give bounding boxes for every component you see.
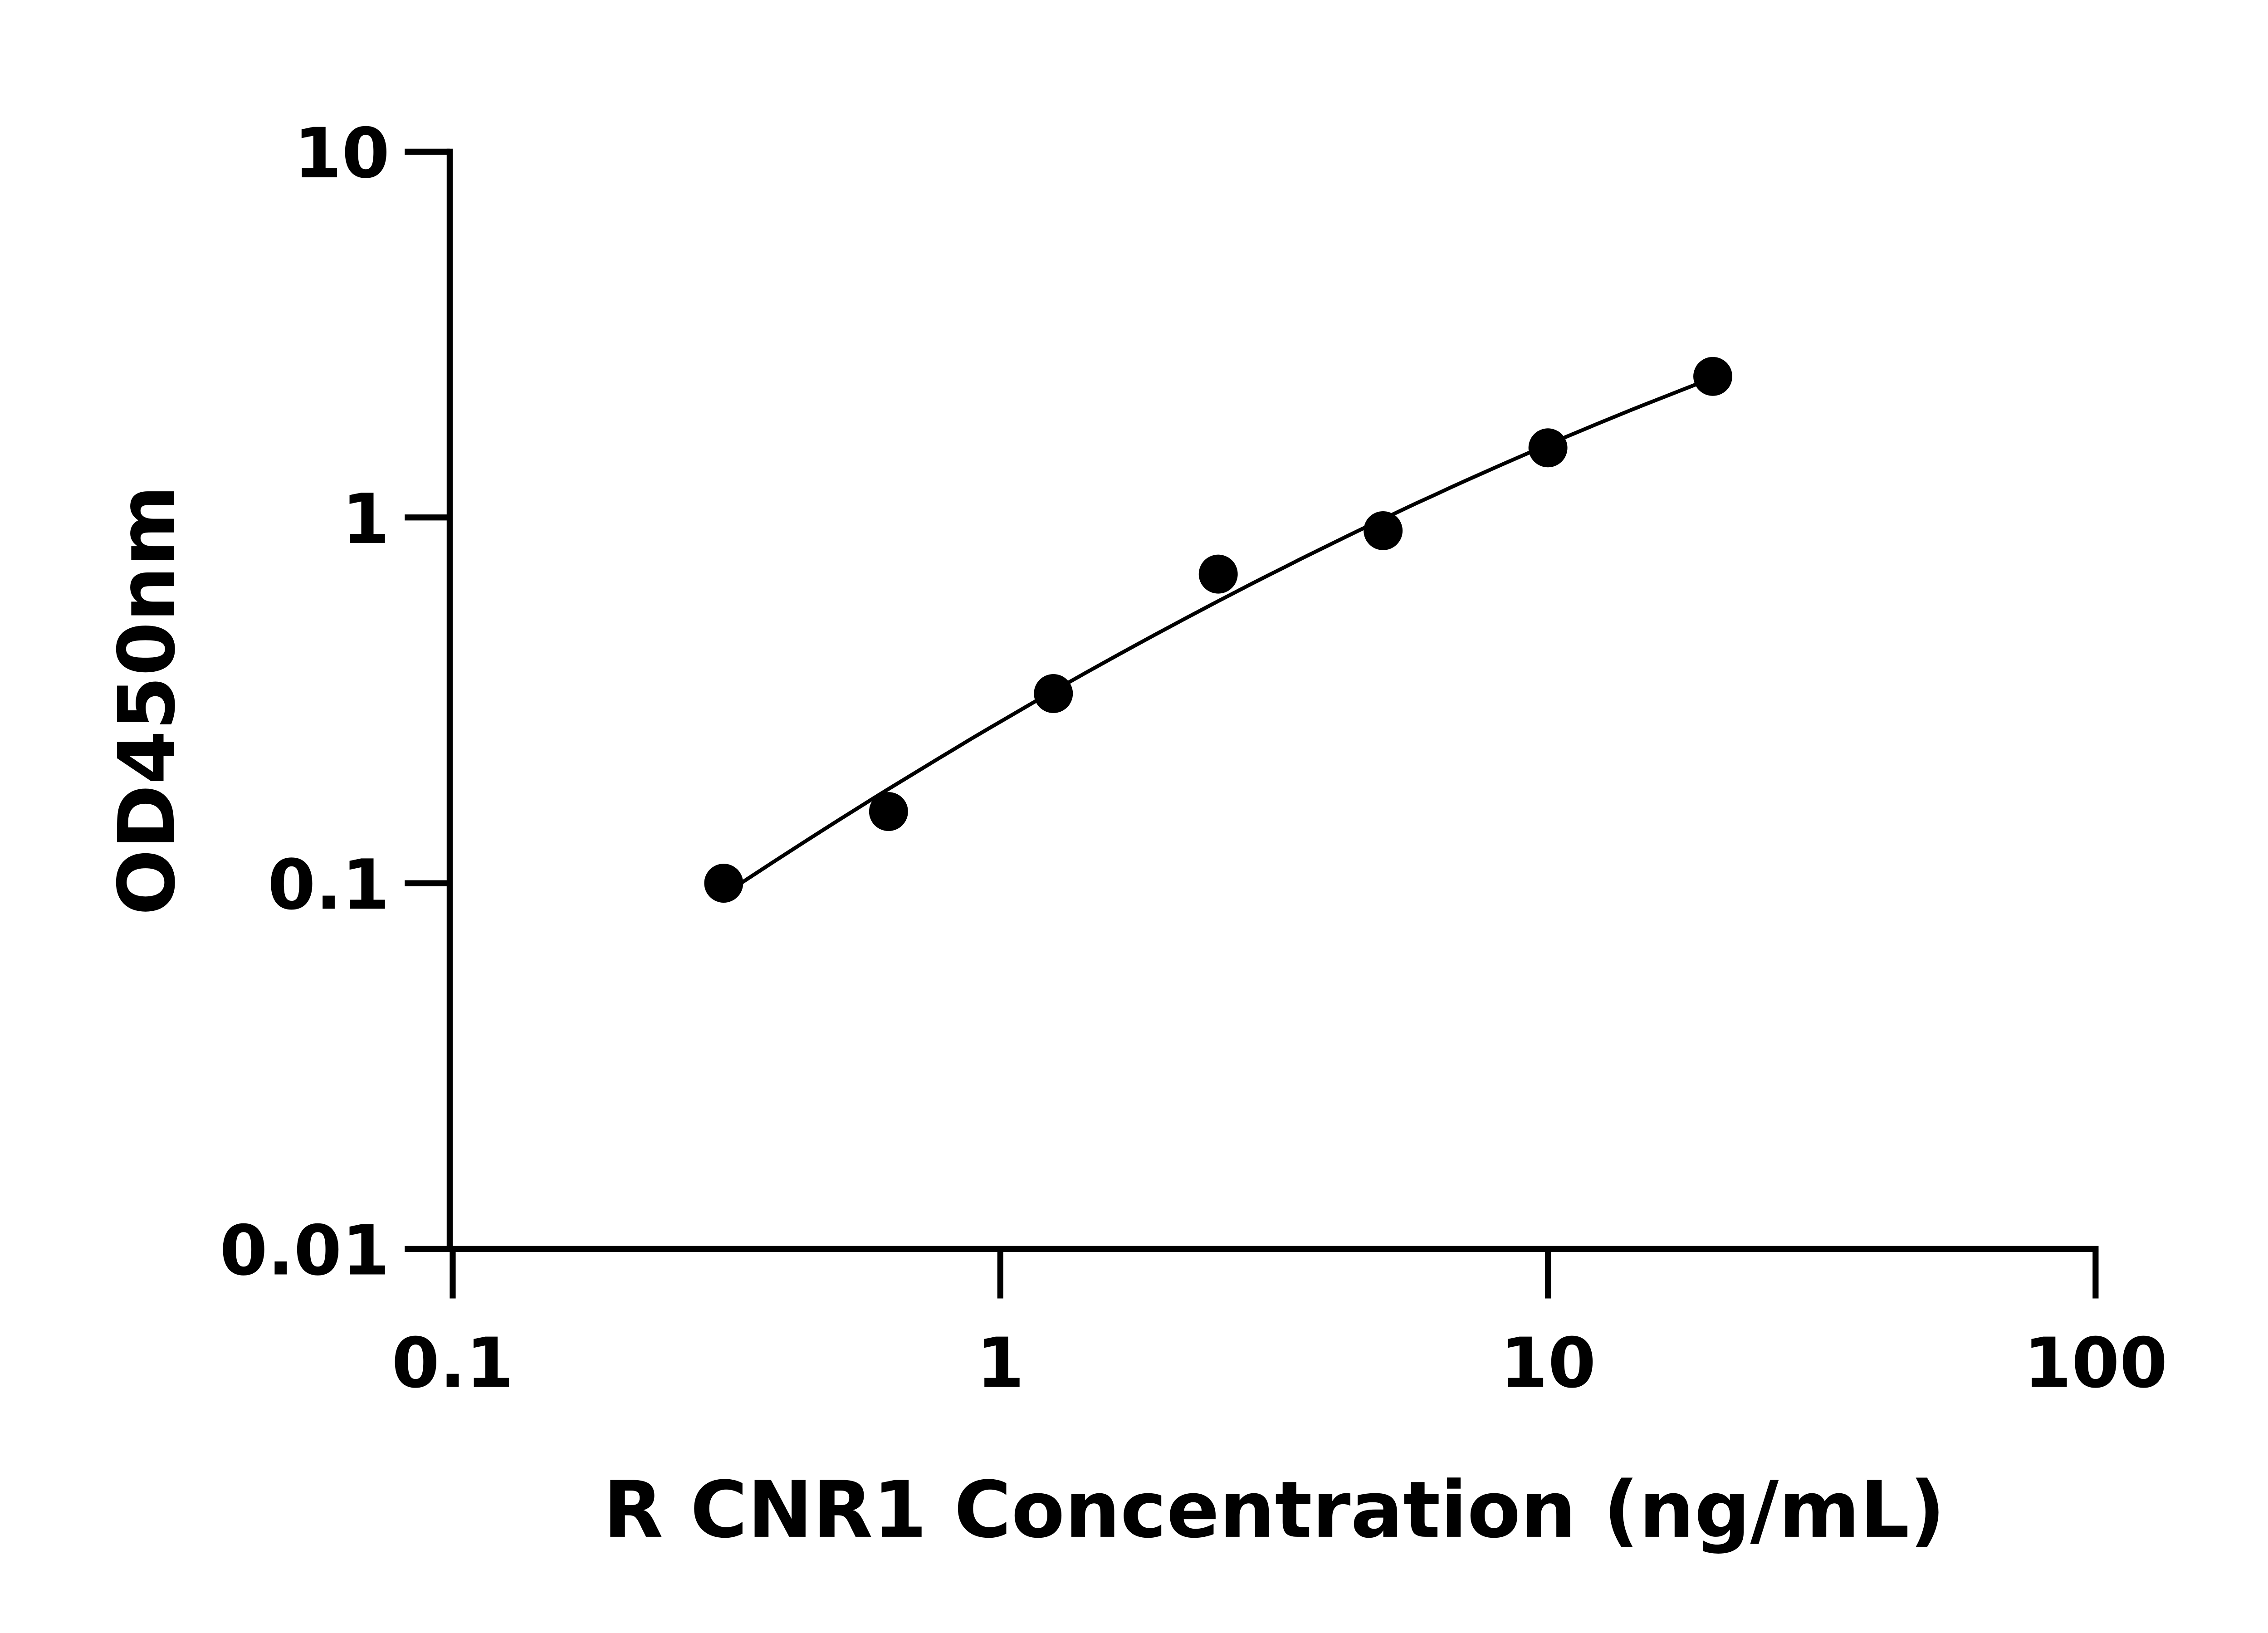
y-tick-label: 1: [342, 479, 390, 559]
x-tick-label: 10: [1500, 1323, 1596, 1403]
x-tick-labels: 0.1 1 10 100: [391, 1323, 2167, 1403]
data-point: [869, 792, 908, 831]
data-point: [1364, 511, 1403, 550]
data-points: [704, 357, 1732, 903]
y-tick-label: 10: [294, 113, 390, 194]
data-point: [1528, 428, 1568, 468]
axes: [405, 148, 2099, 1299]
data-point: [704, 864, 743, 903]
x-axis-label: R CNR1 Concentration (ng/mL): [603, 1464, 1945, 1555]
data-point: [1693, 357, 1732, 396]
data-point: [1198, 554, 1238, 594]
x-tick-label: 100: [2024, 1323, 2167, 1403]
x-tick-label: 0.1: [391, 1323, 513, 1403]
y-axis-label: OD450nm: [101, 485, 192, 916]
x-tick-label: 1: [976, 1323, 1024, 1403]
y-tick-label: 0.01: [220, 1211, 390, 1291]
data-point: [1034, 674, 1073, 713]
y-tick-labels: 0.01 0.1 1 10: [220, 113, 390, 1291]
y-tick-label: 0.1: [268, 845, 390, 925]
